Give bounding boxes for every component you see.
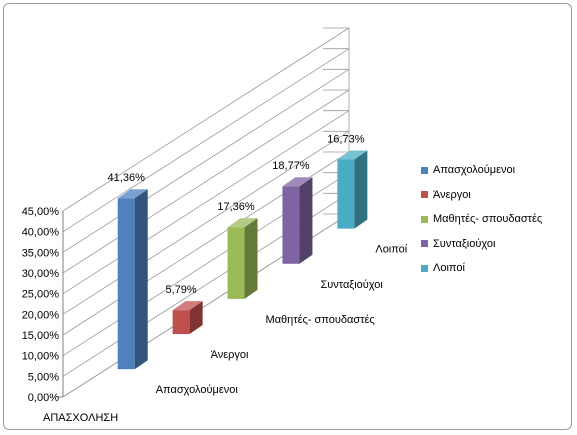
bar-front <box>282 186 300 264</box>
data-label: 5,79% <box>166 284 197 296</box>
legend-swatch <box>421 264 428 272</box>
category-label: Λοιποί <box>375 244 407 256</box>
bar-side <box>244 218 258 299</box>
legend-item: Απασχολούμενοι <box>421 158 542 183</box>
bar-top <box>172 301 203 311</box>
legend-item: Συνταξιούχοι <box>421 232 542 257</box>
category-label: Άνεργοι <box>211 349 249 361</box>
y-tick-label: 10,00% <box>22 351 60 363</box>
y-tick-label: 20,00% <box>22 309 60 321</box>
bar-side <box>189 301 203 335</box>
legend-label: Απασχολούμενοι <box>433 164 516 177</box>
gridline <box>62 68 350 253</box>
chart-bars <box>117 150 368 370</box>
y-tick-label: 45,00% <box>22 206 60 218</box>
bar-front <box>337 159 355 229</box>
data-label: 18,77% <box>272 160 310 172</box>
bar-top <box>227 218 258 228</box>
gridline <box>62 27 350 212</box>
x-axis-label: ΑΠΑΣΧΟΛΗΣΗ <box>43 412 118 424</box>
bar-side <box>354 150 368 229</box>
y-tick-label: 15,00% <box>22 330 60 342</box>
chart-legend: Απασχολούμενοι Άνεργοι Μαθητές- σπουδαστές… <box>421 158 542 281</box>
y-tick-label: 30,00% <box>22 268 60 280</box>
y-tick-label: 5,00% <box>28 371 59 383</box>
y-tick-label: 35,00% <box>22 247 60 259</box>
bar-1 <box>117 189 148 370</box>
data-label: 41,36% <box>108 172 146 184</box>
y-axis-ticks: 0,00% 5,00% 10,00% 15,00% 20,00% 25,00% 30,00%… <box>22 206 60 404</box>
category-label: Μαθητές- σπουδαστές <box>266 314 375 326</box>
chart-labels: 41,36% Απασχολούμενοι 5,79% Άνεργοι 17,36% Μα… <box>108 133 408 396</box>
legend-label: Λοιποί <box>433 262 465 275</box>
y-tick-label: 25,00% <box>22 289 60 301</box>
legend-item: Άνεργοι <box>421 183 542 208</box>
bar-front <box>227 227 245 299</box>
y-tick-label: 0,00% <box>28 392 59 404</box>
legend-swatch <box>421 240 428 248</box>
legend-label: Μαθητές- σπουδαστές <box>433 213 543 226</box>
legend-label: Άνεργοι <box>433 188 471 201</box>
gridline <box>62 130 350 315</box>
bar-top <box>117 189 148 199</box>
category-label: Απασχολούμενοι <box>156 384 239 396</box>
bar-5 <box>337 150 368 229</box>
bar-side <box>134 189 148 370</box>
data-label: 17,36% <box>217 201 255 213</box>
bar-front <box>117 198 135 370</box>
legend-swatch <box>421 215 428 223</box>
bar-side <box>299 177 313 264</box>
gridline <box>62 89 350 274</box>
bar-front <box>172 310 190 335</box>
gridline <box>62 110 350 295</box>
y-tick-label: 40,00% <box>22 227 60 239</box>
legend-label: Συνταξιούχοι <box>433 237 496 250</box>
gridline <box>62 48 350 233</box>
legend-swatch <box>421 166 428 174</box>
bar-2 <box>172 301 203 335</box>
data-label: 16,73% <box>327 133 365 145</box>
bar-3 <box>227 218 258 299</box>
bar-top <box>282 177 313 187</box>
legend-item: Λοιποί <box>421 256 542 281</box>
category-label: Συνταξιούχοι <box>320 279 383 291</box>
bar-top <box>337 150 368 160</box>
bar-4 <box>282 177 313 264</box>
legend-swatch <box>421 191 428 199</box>
legend-item: Μαθητές- σπουδαστές <box>421 207 542 232</box>
